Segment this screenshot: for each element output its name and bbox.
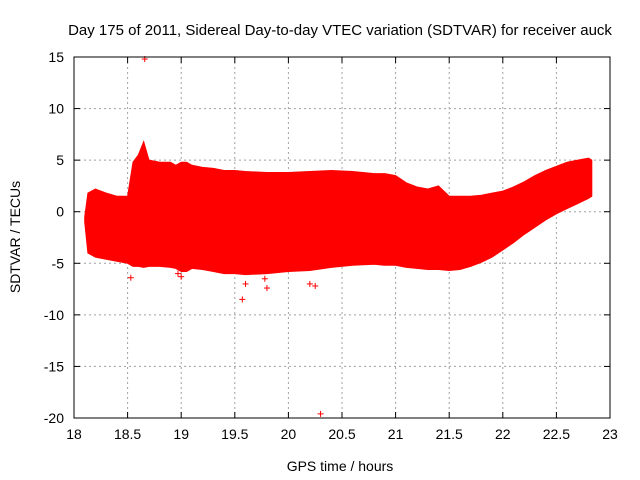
y-tick-label: -10 — [44, 307, 64, 323]
y-tick-label: 15 — [48, 49, 64, 65]
y-tick-label: -15 — [44, 358, 64, 374]
outlier-point — [312, 282, 319, 289]
outlier-point — [174, 270, 181, 277]
x-tick-label: 18 — [66, 426, 82, 442]
y-tick-label: 5 — [56, 152, 64, 168]
outlier-point — [317, 410, 324, 417]
x-tick-label: 22 — [495, 426, 511, 442]
error-bar-envelope — [84, 140, 593, 276]
y-axis-ticks: -20 -15 -10 -5 0 5 10 15 — [44, 49, 610, 426]
y-tick-label: 0 — [56, 204, 64, 220]
outlier-point — [306, 280, 313, 287]
x-tick-label: 22.5 — [543, 426, 570, 442]
x-axis-ticks: 18 18.5 19 19.5 20 20.5 21 21.5 22 22.5 23 — [66, 57, 618, 442]
outlier-point — [261, 275, 268, 282]
x-tick-label: 18.5 — [114, 426, 141, 442]
outlier-point — [242, 280, 249, 287]
y-tick-label: -5 — [52, 255, 65, 271]
x-tick-label: 19 — [173, 426, 189, 442]
x-tick-label: 21.5 — [436, 426, 463, 442]
outlier-point — [127, 274, 134, 281]
outlier-point — [239, 296, 246, 303]
x-tick-label: 21 — [388, 426, 404, 442]
y-axis-label: SDTVAR / TECUs — [7, 181, 23, 293]
outlier-point — [178, 273, 185, 280]
x-tick-label: 20.5 — [328, 426, 355, 442]
x-tick-label: 20 — [281, 426, 297, 442]
x-axis-label: GPS time / hours — [287, 458, 394, 474]
x-tick-label: 19.5 — [221, 426, 248, 442]
x-tick-label: 23 — [602, 426, 618, 442]
data-envelope — [84, 140, 593, 276]
chart-title: Day 175 of 2011, Sidereal Day-to-day VTE… — [68, 22, 612, 39]
y-tick-label: 10 — [48, 101, 64, 117]
y-tick-label: -20 — [44, 410, 64, 426]
outlier-point — [263, 285, 270, 292]
